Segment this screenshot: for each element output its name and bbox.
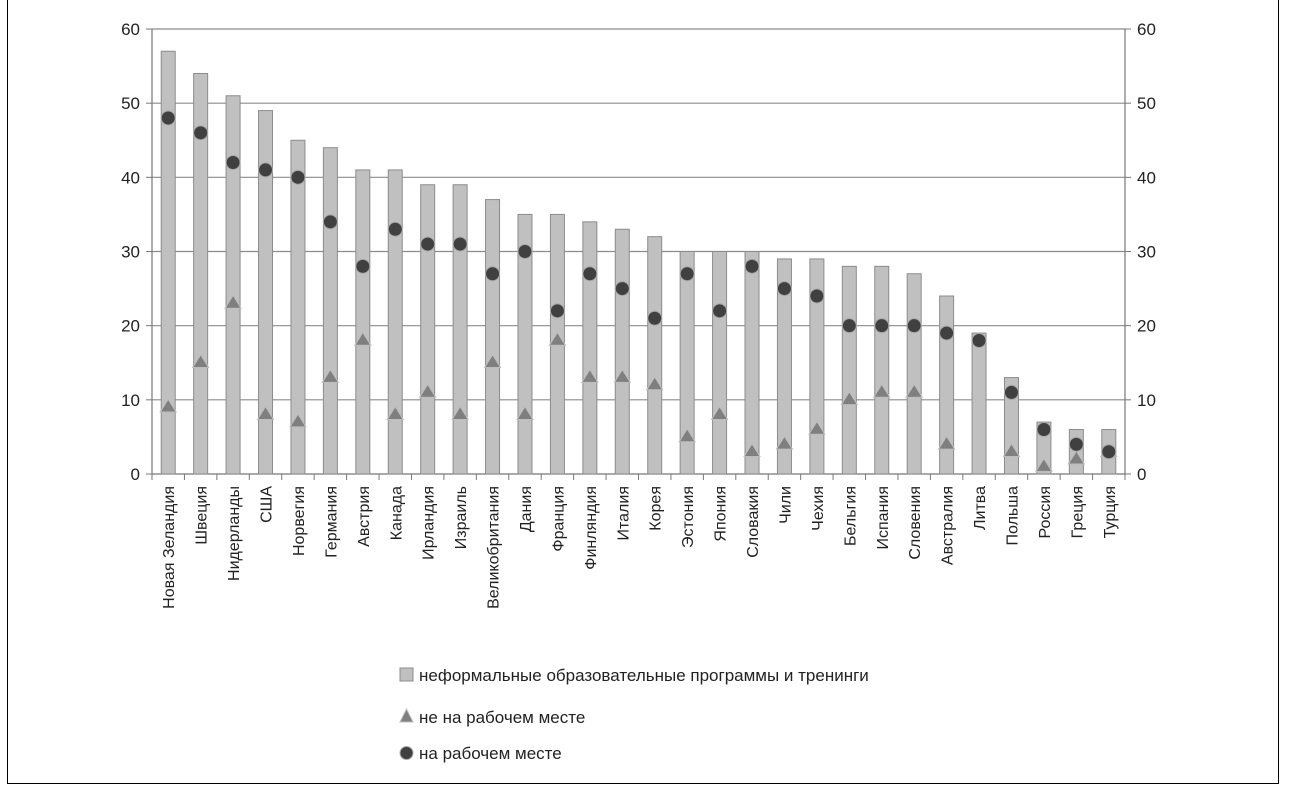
circle-point xyxy=(291,170,305,184)
circle-point xyxy=(518,245,532,259)
circle-point xyxy=(745,259,759,273)
category-label: Испания xyxy=(875,486,892,550)
circle-point xyxy=(1004,385,1018,399)
y-tick-label-right: 10 xyxy=(1137,391,1156,410)
y-tick-label-left: 10 xyxy=(121,391,140,410)
bar xyxy=(486,200,500,474)
category-label: Литва xyxy=(972,486,989,530)
category-label: США xyxy=(259,486,276,523)
circle-point xyxy=(161,111,175,125)
bar xyxy=(356,170,370,474)
circle-point xyxy=(1069,437,1083,451)
category-label: Австралия xyxy=(940,486,957,565)
circle-point xyxy=(550,304,564,318)
y-tick-label-left: 30 xyxy=(121,243,140,262)
y-tick-label-right: 0 xyxy=(1137,465,1146,484)
category-label: Швеция xyxy=(194,486,211,545)
circle-point xyxy=(875,319,889,333)
category-label: Чили xyxy=(777,486,794,524)
category-label: Ирландия xyxy=(421,486,438,560)
bar xyxy=(907,274,921,474)
y-tick-label-left: 60 xyxy=(121,20,140,39)
y-tick-label-right: 40 xyxy=(1137,168,1156,187)
category-label: Италия xyxy=(615,486,632,540)
bar xyxy=(226,96,240,474)
circle-point xyxy=(1037,423,1051,437)
category-label: Польша xyxy=(1004,486,1021,546)
category-label: Австрия xyxy=(356,486,373,547)
circle-point xyxy=(907,319,921,333)
circle-point xyxy=(453,237,467,251)
y-tick-label-right: 30 xyxy=(1137,243,1156,262)
y-tick-label-right: 50 xyxy=(1137,94,1156,113)
legend-label-bars: неформальные образовательные программы и… xyxy=(419,666,869,685)
y-tick-label-left: 0 xyxy=(131,465,140,484)
bar xyxy=(421,185,435,474)
circle-point xyxy=(648,311,662,325)
category-label: Россия xyxy=(1037,486,1054,538)
category-label: Словения xyxy=(907,486,924,560)
circle-point xyxy=(940,326,954,340)
circle-point xyxy=(842,319,856,333)
circle-point xyxy=(486,267,500,281)
bar xyxy=(615,229,629,474)
bar xyxy=(972,333,986,474)
circle-point xyxy=(777,282,791,296)
legend-bar-swatch xyxy=(400,668,413,681)
category-label: Эстония xyxy=(680,486,697,548)
circle-point xyxy=(972,334,986,348)
bar xyxy=(745,252,759,475)
category-label: Япония xyxy=(713,486,730,542)
circle-point xyxy=(194,126,208,140)
category-label: Греция xyxy=(1069,486,1086,538)
category-label: Великобритания xyxy=(486,486,503,609)
category-label: Норвегия xyxy=(291,486,308,556)
circle-point xyxy=(583,267,597,281)
circle-point xyxy=(810,289,824,303)
category-label: Дания xyxy=(518,486,535,532)
bar xyxy=(713,252,727,475)
category-label: Бельгия xyxy=(842,486,859,546)
category-label: Нидерланды xyxy=(226,486,243,581)
bar xyxy=(453,185,467,474)
category-label: Корея xyxy=(648,486,665,531)
circle-point xyxy=(226,156,240,170)
y-tick-label-left: 20 xyxy=(121,317,140,336)
category-label: Германия xyxy=(323,486,340,558)
circle-point xyxy=(323,215,337,229)
bar xyxy=(583,222,597,474)
category-label: Канада xyxy=(388,486,405,540)
category-label: Новая Зеландия xyxy=(161,486,178,609)
circle-point xyxy=(615,282,629,296)
y-tick-label-left: 50 xyxy=(121,94,140,113)
category-label: Турция xyxy=(1102,486,1119,538)
category-label: Франция xyxy=(550,486,567,552)
y-tick-label-right: 20 xyxy=(1137,317,1156,336)
circle-point xyxy=(713,304,727,318)
circle-point xyxy=(388,222,402,236)
legend-label-triangles: не на рабочем месте xyxy=(419,708,585,727)
legend-circle-swatch xyxy=(400,747,413,760)
bar xyxy=(875,266,889,474)
legend-label-circles: на рабочем месте xyxy=(419,744,562,763)
bar xyxy=(388,170,402,474)
y-tick-label-left: 40 xyxy=(121,168,140,187)
category-label: Чехия xyxy=(810,486,827,531)
circle-point xyxy=(259,163,273,177)
legend-triangle-swatch xyxy=(400,709,413,722)
bar xyxy=(648,237,662,474)
bar xyxy=(323,148,337,474)
category-label: Словакия xyxy=(745,486,762,558)
circle-point xyxy=(356,259,370,273)
bar xyxy=(842,266,856,474)
circle-point xyxy=(421,237,435,251)
category-label: Финляндия xyxy=(583,486,600,570)
circle-point xyxy=(1102,445,1116,459)
category-label: Израиль xyxy=(453,486,470,549)
y-tick-label-right: 60 xyxy=(1137,20,1156,39)
circle-point xyxy=(680,267,694,281)
